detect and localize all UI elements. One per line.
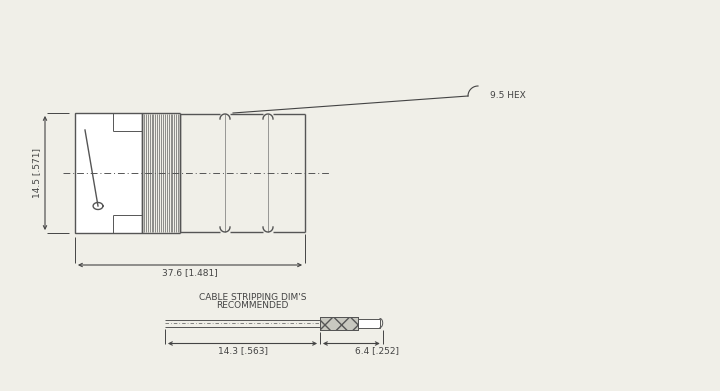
- Bar: [320, 316, 358, 330]
- Bar: [358, 319, 380, 328]
- Text: 9.5 HEX: 9.5 HEX: [490, 91, 526, 100]
- Bar: [320, 316, 358, 330]
- Text: 37.6 [1.481]: 37.6 [1.481]: [162, 268, 218, 277]
- Text: CABLE STRIPPING DIM'S: CABLE STRIPPING DIM'S: [199, 292, 306, 301]
- Text: 6.4 [.252]: 6.4 [.252]: [355, 346, 399, 355]
- Bar: [75, 113, 142, 233]
- Text: RECOMMENDED: RECOMMENDED: [216, 301, 289, 310]
- Text: 14.3 [.563]: 14.3 [.563]: [217, 346, 268, 355]
- Text: 14.5 [.571]: 14.5 [.571]: [32, 148, 41, 198]
